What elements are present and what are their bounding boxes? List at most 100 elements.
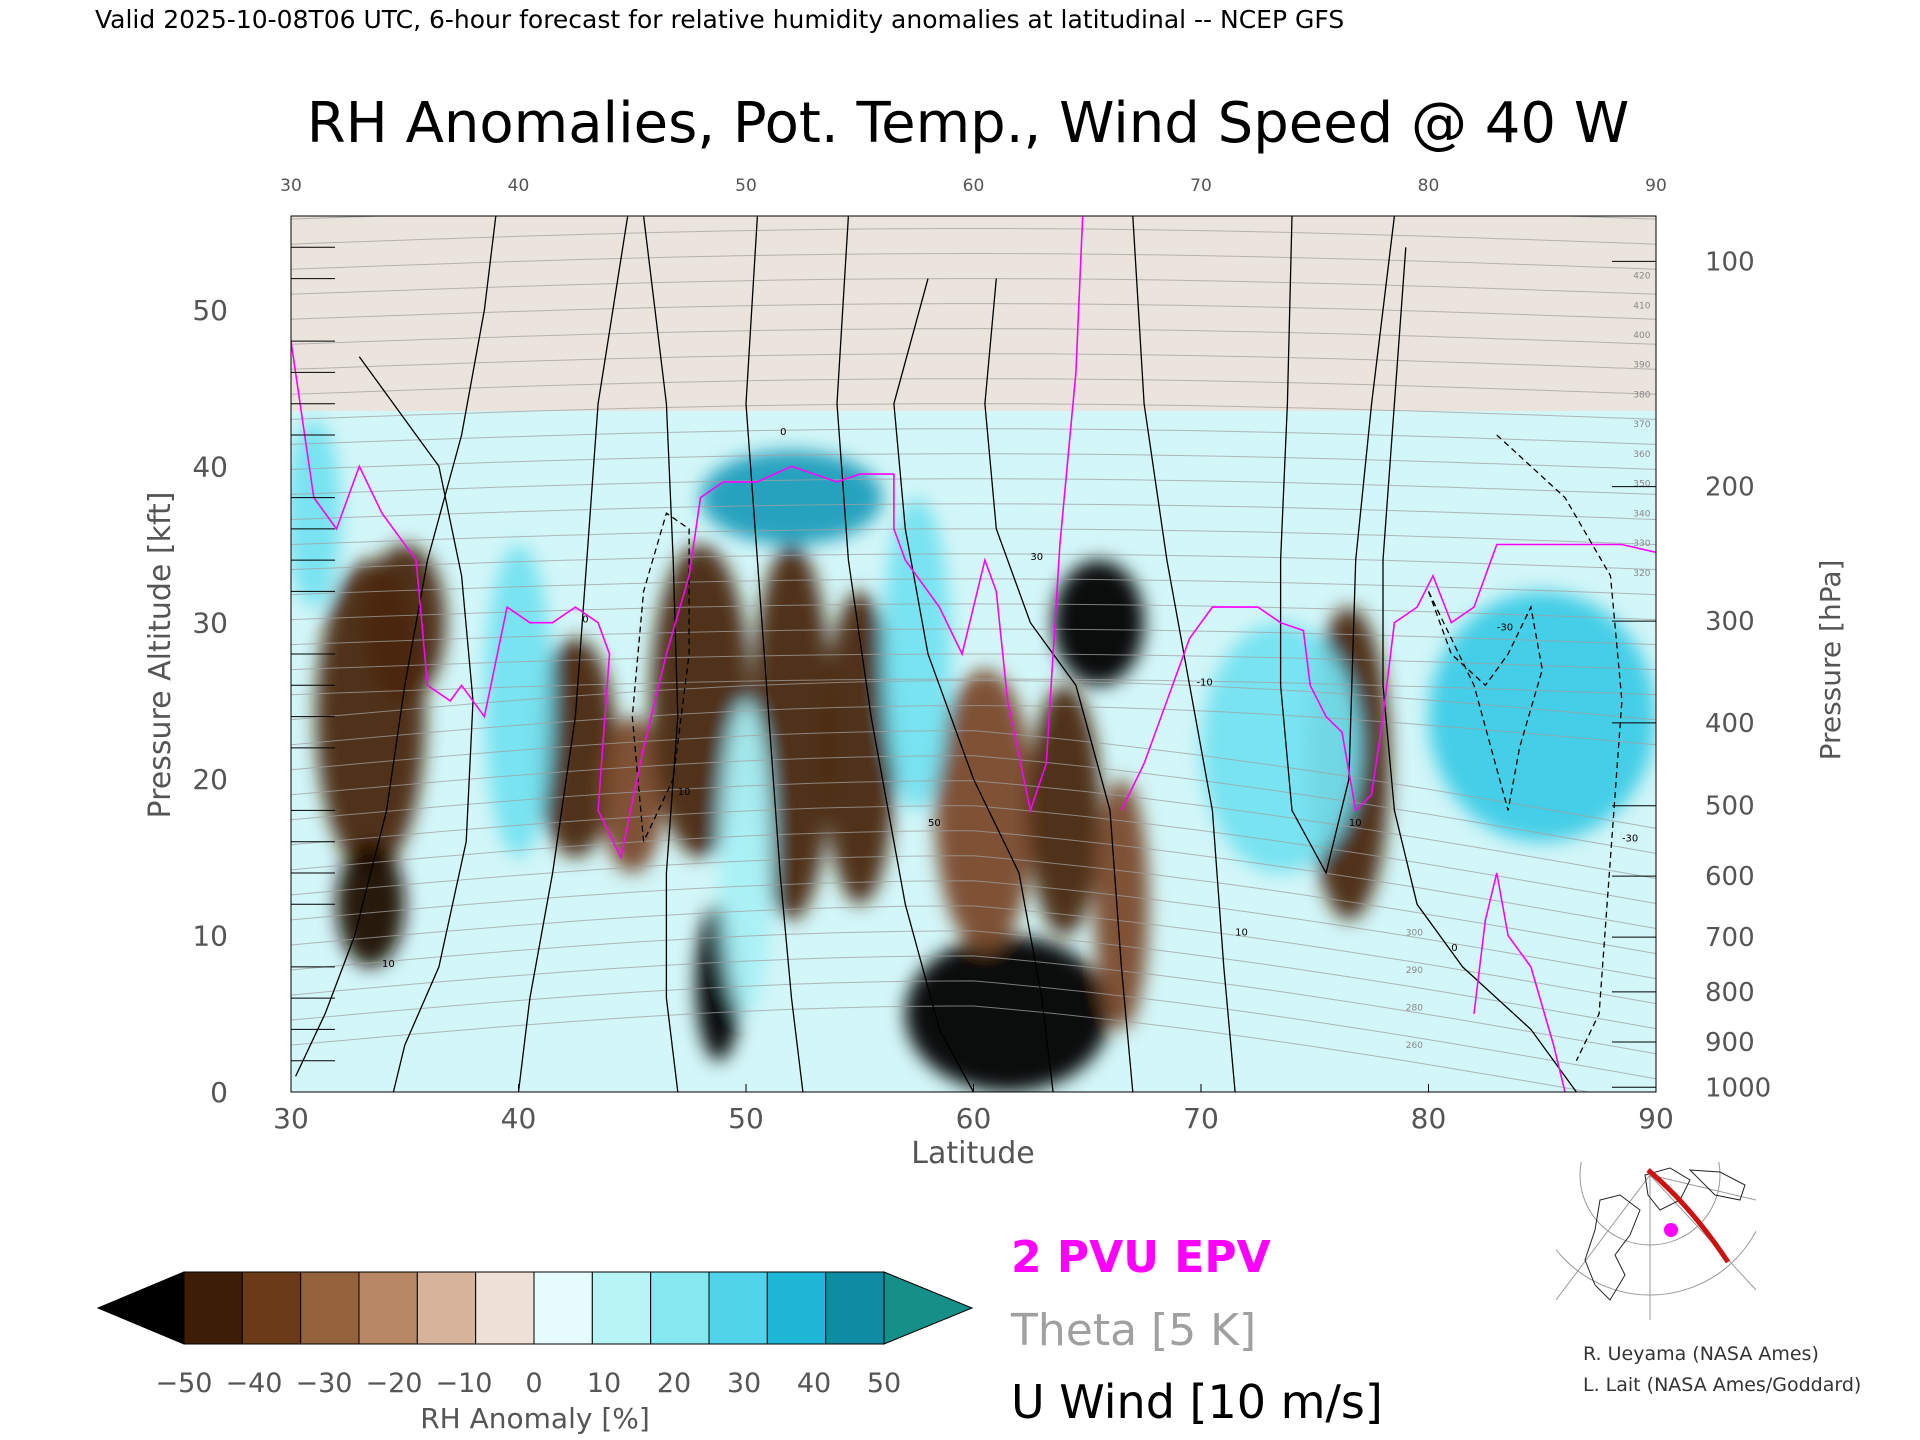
- rh-anomaly-region: [718, 700, 774, 1014]
- rh-anomaly-region: [484, 544, 553, 858]
- legend: 2 PVU EPV Theta [5 K] U Wind [10 m/s]: [1010, 1232, 1383, 1429]
- theta-isentrope: [291, 930, 1656, 1030]
- pressure-tick-label: 500: [1705, 792, 1755, 822]
- wind-label: 50: [928, 818, 941, 829]
- theta-label: 300: [1406, 929, 1423, 939]
- theta-isentrope: [291, 378, 1656, 395]
- colorbar-segment: [241, 1271, 302, 1345]
- pressure-tick-label: 1000: [1705, 1073, 1771, 1103]
- theta-isentrope: [291, 1005, 1593, 1092]
- theta-isentrope: [291, 228, 1656, 245]
- wind-contour: [517, 216, 629, 1092]
- wind-label: 0: [582, 615, 588, 626]
- wind-label: 0: [1451, 943, 1457, 954]
- pvu-contour: [291, 216, 1084, 860]
- colorbar-segment: [766, 1271, 827, 1345]
- x-tick-label: 30: [273, 1102, 309, 1135]
- theta-label: 360: [1633, 450, 1650, 460]
- x-tick-label: 90: [1638, 1102, 1674, 1135]
- x-tick-label-top: 50: [735, 176, 757, 196]
- colorbar-tick-label: 0: [525, 1368, 542, 1399]
- theta-label: 290: [1406, 966, 1423, 976]
- theta-isentrope: [291, 303, 1656, 320]
- theta-isentrope: [291, 328, 1656, 345]
- theta-label: 320: [1633, 569, 1650, 579]
- theta-isentrope: [291, 628, 1656, 646]
- theta-isentrope: [291, 653, 1656, 671]
- wind-contour: [1382, 247, 1577, 1092]
- y-tick-label: 40: [192, 450, 228, 483]
- theta-label: 350: [1633, 480, 1650, 490]
- theta-label: 410: [1633, 301, 1650, 311]
- theta-label: 330: [1633, 539, 1650, 549]
- colorbar: −50 −40 −30 −20 −10 0 10 20 30 40 50: [96, 1271, 974, 1399]
- rh-anomaly-region: [1028, 685, 1101, 936]
- minimap-frame: [1556, 1162, 1756, 1320]
- theta-label: 380: [1633, 390, 1650, 400]
- theta-isentrope: [291, 705, 1656, 746]
- map-coastline: [1688, 1169, 1746, 1201]
- colorbar-segment: [591, 1271, 652, 1345]
- rh-anomaly-region: [1094, 779, 1149, 1030]
- chart-title: RH Anomalies, Pot. Temp., Wind Speed @ 4…: [307, 91, 1629, 156]
- x-tick-label: 50: [728, 1102, 764, 1135]
- y-tick-label: 0: [210, 1076, 228, 1109]
- theta-isentrope: [291, 403, 1656, 420]
- y-tick-label: 20: [192, 763, 228, 796]
- wind-contour: [893, 278, 1054, 1092]
- wind-label: 10: [678, 787, 691, 798]
- wind-contour: [836, 216, 975, 1092]
- theta-isentrope: [291, 755, 1656, 854]
- colorbar-segment: [475, 1271, 535, 1345]
- minimap: [1556, 1162, 1756, 1320]
- theta-label: 400: [1633, 331, 1650, 341]
- x-axis-label: Latitude: [911, 1136, 1034, 1171]
- colorbar-segment: [533, 1271, 593, 1345]
- wind-label: -30: [1497, 623, 1513, 634]
- x-tick-label-top: 30: [280, 176, 302, 196]
- colorbar-tick-label: 50: [867, 1368, 901, 1399]
- map-meridian: [1649, 1174, 1756, 1291]
- theta-label: 340: [1633, 509, 1650, 519]
- rh-anomaly-region: [700, 450, 883, 545]
- colorbar-tick-label: −20: [366, 1368, 423, 1399]
- wind-label: 10: [1349, 818, 1362, 829]
- rh-anomaly-region: [534, 638, 617, 858]
- pressure-tick-label: 100: [1705, 247, 1755, 277]
- theta-label: 280: [1406, 1004, 1423, 1014]
- wind-contour: [295, 216, 497, 1077]
- colorbar-tick-label: −50: [156, 1368, 213, 1399]
- pressure-tick-label: 300: [1705, 607, 1755, 637]
- pressure-tick-label: 700: [1705, 923, 1755, 953]
- colorbar-tick-label: 30: [727, 1368, 761, 1399]
- theta-isentrope: [291, 428, 1656, 445]
- theta-isentrope: [291, 453, 1656, 470]
- wind-contour-negative: [631, 512, 690, 842]
- legend-entry: 2 PVU EPV: [1011, 1232, 1271, 1283]
- x-tick-label: 40: [501, 1102, 537, 1135]
- wind-contour: [1132, 216, 1236, 1092]
- theta-isentrope: [291, 855, 1656, 955]
- theta-isentrope: [291, 578, 1656, 596]
- cross-section-line: [1646, 1168, 1731, 1264]
- pvu-contour: [1120, 543, 1656, 813]
- theta-isentrope: [291, 830, 1656, 929]
- rh-anomaly-region: [291, 419, 342, 608]
- theta-isentrope: [291, 980, 1656, 1080]
- wind-label: -10: [1196, 677, 1212, 688]
- colorbar-segment: [825, 1271, 885, 1345]
- colorbar-segment: [708, 1271, 768, 1345]
- theta-isentrope: [291, 503, 1656, 520]
- theta-isentrope: [291, 905, 1656, 1005]
- x-tick-label-top: 90: [1645, 176, 1667, 196]
- colorbar-tick-label: −10: [436, 1368, 493, 1399]
- colorbar-segment: [183, 1271, 243, 1345]
- theta-isentrope: [291, 680, 1656, 721]
- wind-label: 10: [382, 959, 395, 970]
- pressure-tick-label: 200: [1705, 473, 1755, 503]
- x-tick-label-top: 40: [508, 176, 530, 196]
- legend-entry: U Wind [10 m/s]: [1011, 1375, 1383, 1429]
- theta-isentrope: [291, 353, 1656, 370]
- stratosphere-band: [291, 216, 1656, 411]
- credit-line-1: R. Ueyama (NASA Ames): [1583, 1343, 1819, 1365]
